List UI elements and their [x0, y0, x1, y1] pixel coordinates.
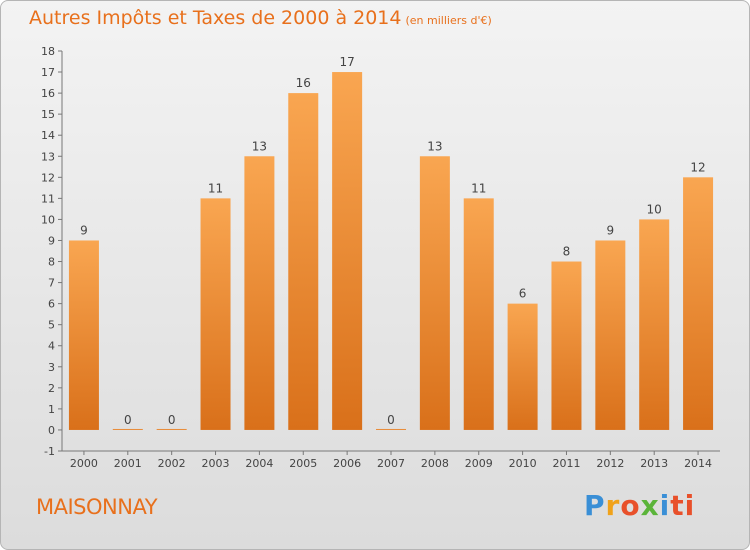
- data-label-2007: 0: [387, 413, 395, 427]
- y-tick-label: 4: [48, 340, 55, 353]
- y-tick-label: 18: [41, 45, 55, 58]
- data-label-2014: 12: [690, 160, 705, 174]
- bar-2005: [288, 93, 319, 430]
- y-tick-label: -1: [44, 445, 55, 458]
- y-tick-label: 11: [41, 192, 55, 205]
- bar-2011: [551, 261, 582, 430]
- data-labels: 9 0 0 11 13 16 17 0 13 11 6 8 9 10 12: [80, 55, 706, 427]
- y-tick-label: 5: [48, 319, 55, 332]
- title-unit: (en milliers d'€): [405, 14, 492, 27]
- y-tick-label: 12: [41, 171, 55, 184]
- data-label-2012: 9: [607, 223, 615, 237]
- bars: [68, 72, 714, 430]
- bar-2002: [156, 428, 187, 430]
- data-label-2009: 11: [471, 181, 486, 195]
- data-label-2013: 10: [647, 202, 662, 216]
- x-tick-label-2011: 2011: [552, 457, 580, 470]
- y-tick-label: 6: [48, 298, 55, 311]
- y-tick-label: 10: [41, 213, 55, 226]
- x-tick-label-2006: 2006: [333, 457, 361, 470]
- bar-2004: [244, 156, 275, 430]
- bar-2008: [419, 156, 450, 430]
- data-label-2006: 17: [339, 55, 354, 69]
- x-tick-label-2001: 2001: [114, 457, 142, 470]
- data-label-2004: 13: [252, 139, 267, 153]
- x-tick-label-2007: 2007: [377, 457, 405, 470]
- bar-2014: [683, 177, 714, 430]
- x-tick-label-2010: 2010: [509, 457, 537, 470]
- x-tick-label-2012: 2012: [596, 457, 624, 470]
- y-tick-label: 2: [48, 382, 55, 395]
- y-tick-label: 14: [41, 129, 55, 142]
- bar-2001: [112, 428, 143, 430]
- y-tick-label: 3: [48, 361, 55, 374]
- x-tick-label-2003: 2003: [202, 457, 230, 470]
- proxiti-logo[interactable]: Proxiti: [584, 489, 696, 522]
- data-label-2003: 11: [208, 181, 223, 195]
- bar-2010: [507, 303, 538, 430]
- commune-name: MAISONNAY: [36, 495, 158, 519]
- bar-2009: [463, 198, 494, 430]
- data-label-2010: 6: [519, 287, 527, 301]
- y-tick-label: 0: [48, 424, 55, 437]
- bar-2000: [68, 240, 99, 430]
- y-tick-label: 17: [41, 66, 55, 79]
- y-tick-label: 15: [41, 108, 55, 121]
- y-tick-label: 16: [41, 87, 55, 100]
- bar-2012: [595, 240, 626, 430]
- data-label-2005: 16: [296, 76, 311, 90]
- x-tick-label-2000: 2000: [70, 457, 98, 470]
- data-label-2000: 9: [80, 223, 88, 237]
- bar-2006: [332, 72, 363, 430]
- bar-2003: [200, 198, 231, 430]
- x-tick-label-2014: 2014: [684, 457, 712, 470]
- x-tick-label-2002: 2002: [158, 457, 186, 470]
- x-tick-label-2005: 2005: [289, 457, 317, 470]
- y-tick-label: 1: [48, 403, 55, 416]
- data-label-2001: 0: [124, 413, 132, 427]
- chart-title: Autres Impôts et Taxes de 2000 à 2014 (en…: [29, 7, 492, 29]
- y-tick-label: 13: [41, 150, 55, 163]
- data-label-2011: 8: [563, 245, 571, 259]
- x-tick-label-2008: 2008: [421, 457, 449, 470]
- data-label-2008: 13: [427, 139, 442, 153]
- data-label-2002: 0: [168, 413, 176, 427]
- y-tick-label: 8: [48, 256, 55, 269]
- x-tick-label-2009: 2009: [465, 457, 493, 470]
- x-tick-label-2013: 2013: [640, 457, 668, 470]
- y-tick-label: 7: [48, 277, 55, 290]
- bar-2013: [639, 219, 670, 430]
- bar-2007: [376, 428, 406, 430]
- title-main: Autres Impôts et Taxes de 2000 à 2014: [29, 7, 402, 29]
- y-tick-label: 9: [48, 234, 55, 247]
- x-tick-label-2004: 2004: [245, 457, 273, 470]
